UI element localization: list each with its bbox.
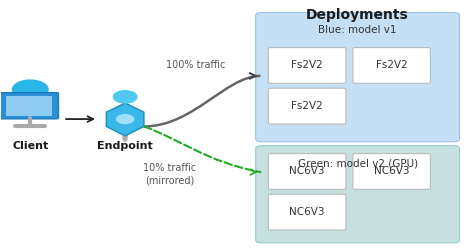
Circle shape bbox=[12, 80, 48, 99]
Text: Green: model v2 (GPU): Green: model v2 (GPU) bbox=[298, 158, 418, 169]
Text: NC6V3: NC6V3 bbox=[289, 207, 325, 217]
FancyBboxPatch shape bbox=[353, 154, 430, 189]
Wedge shape bbox=[1, 94, 59, 109]
Circle shape bbox=[117, 115, 134, 124]
Text: Deployments: Deployments bbox=[306, 8, 409, 22]
Text: Fs2V2: Fs2V2 bbox=[376, 61, 407, 70]
Text: 100% traffic: 100% traffic bbox=[166, 60, 225, 70]
Text: Fs2V2: Fs2V2 bbox=[291, 101, 323, 111]
FancyBboxPatch shape bbox=[268, 194, 346, 230]
FancyBboxPatch shape bbox=[6, 96, 52, 116]
FancyBboxPatch shape bbox=[268, 88, 346, 124]
Text: NC6V3: NC6V3 bbox=[289, 166, 325, 177]
Text: Blue: model v1: Blue: model v1 bbox=[318, 25, 397, 35]
Circle shape bbox=[114, 91, 137, 103]
Text: Fs2V2: Fs2V2 bbox=[291, 61, 323, 70]
FancyBboxPatch shape bbox=[268, 48, 346, 83]
Text: Endpoint: Endpoint bbox=[97, 141, 153, 151]
FancyBboxPatch shape bbox=[353, 48, 430, 83]
Text: Client: Client bbox=[12, 141, 49, 151]
Text: 10% traffic
(mirrored): 10% traffic (mirrored) bbox=[143, 163, 196, 185]
Text: NC6V3: NC6V3 bbox=[374, 166, 409, 177]
Polygon shape bbox=[106, 103, 144, 136]
FancyBboxPatch shape bbox=[268, 154, 346, 189]
FancyBboxPatch shape bbox=[0, 93, 58, 119]
FancyBboxPatch shape bbox=[256, 13, 460, 142]
FancyBboxPatch shape bbox=[256, 146, 460, 243]
